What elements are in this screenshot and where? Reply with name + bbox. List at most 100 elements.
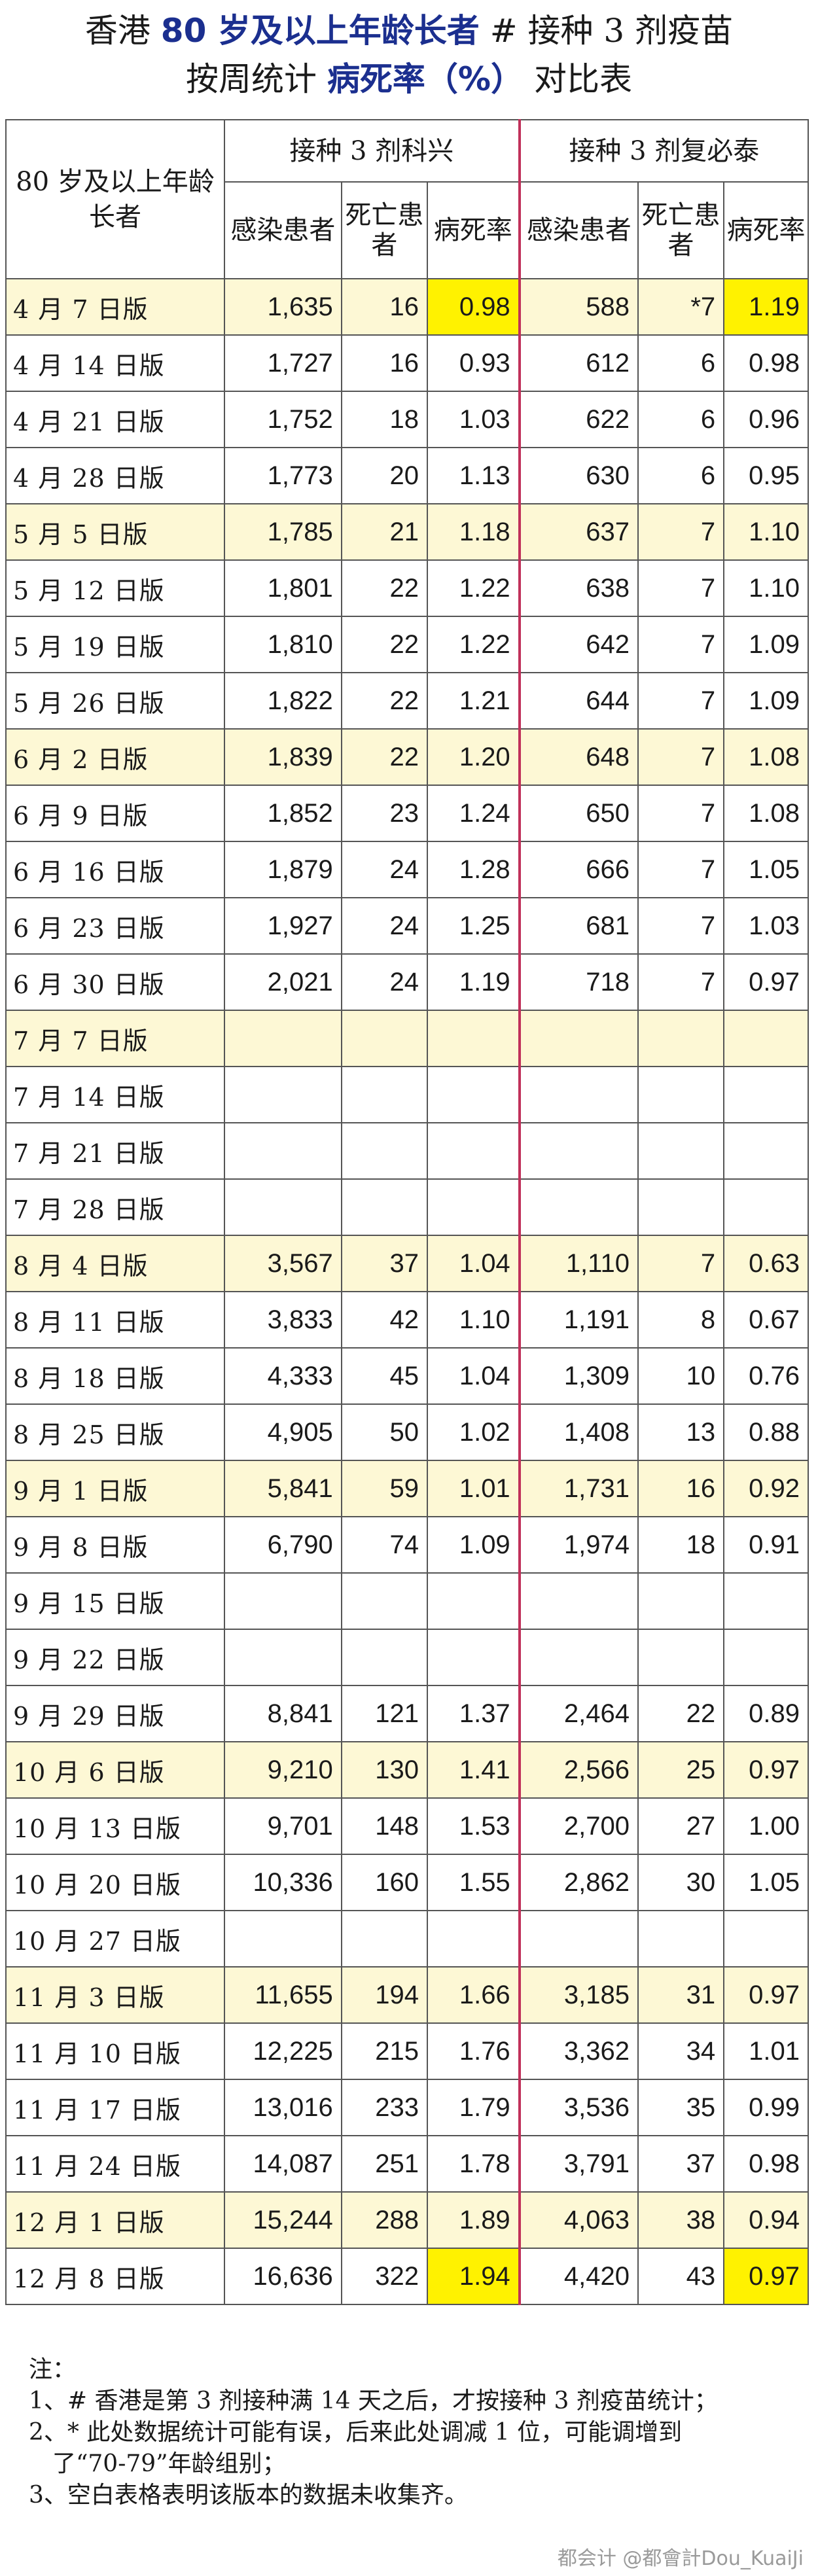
biontech-deaths-cell: [637, 1910, 725, 1967]
biontech-infected-cell: 1,408: [518, 1403, 639, 1461]
biontech-cfr-cell: [723, 1572, 809, 1630]
biontech-cfr-cell: 0.97: [723, 1966, 809, 2024]
biontech-deaths-cell: [637, 1010, 725, 1067]
biontech-cfr-cell: 0.98: [723, 334, 809, 392]
edition-date-cell: 12 月 1 日版: [5, 2191, 225, 2249]
sinovac-cfr-cell: 1.19: [426, 953, 520, 1011]
biontech-cfr-cell: 0.96: [723, 391, 809, 448]
table-row: 12 月 1 日版 15,244 288 1.89 4,063 38 0.94: [5, 2191, 809, 2249]
sinovac-deaths-cell: 16: [340, 334, 428, 392]
biontech-infected-cell: 1,110: [518, 1235, 639, 1292]
biontech-deaths-cell: 31: [637, 1966, 725, 2024]
sinovac-deaths-cell: 22: [340, 728, 428, 786]
biontech-cfr-cell: [723, 1122, 809, 1180]
biontech-infected-cell: 3,362: [518, 2022, 639, 2080]
note-2-continued: 了“70-79”年龄组别；: [52, 2450, 286, 2477]
biontech-cfr-cell: 0.95: [723, 447, 809, 504]
sinovac-infected-cell: [223, 1572, 342, 1630]
edition-date-cell: 8 月 25 日版: [5, 1403, 225, 1461]
biontech-cfr-cell: 0.89: [723, 1685, 809, 1742]
biontech-infected-cell: 2,566: [518, 1741, 639, 1799]
sinovac-deaths-cell: 148: [340, 1797, 428, 1855]
title-line-2: 按周统计 病死率（%） 对比表: [0, 63, 818, 96]
sinovac-cfr-cell: 1.20: [426, 728, 520, 786]
table-row: 9 月 1 日版 5,841 59 1.01 1,731 16 0.92: [5, 1460, 809, 1517]
biontech-cfr-cell: 1.10: [723, 503, 809, 561]
biontech-deaths-cell: 30: [637, 1854, 725, 1911]
edition-date-cell: 6 月 30 日版: [5, 953, 225, 1011]
biontech-infected-cell: 4,063: [518, 2191, 639, 2249]
sinovac-infected-cell: 1,839: [223, 728, 342, 786]
biontech-deaths-cell: *7: [637, 278, 725, 336]
edition-date-cell: 9 月 1 日版: [5, 1460, 225, 1517]
edition-date-cell: 11 月 17 日版: [5, 2079, 225, 2136]
sinovac-cfr-cell: [426, 1572, 520, 1630]
sinovac-infected-cell: 1,879: [223, 841, 342, 898]
sinovac-cfr-cell: [426, 1178, 520, 1236]
sinovac-infected-cell: 9,210: [223, 1741, 342, 1799]
biontech-cfr-header: 病死率: [723, 181, 809, 279]
sinovac-cfr-cell: 1.37: [426, 1685, 520, 1742]
edition-date-cell: 6 月 23 日版: [5, 897, 225, 955]
biontech-cfr-cell: 1.09: [723, 616, 809, 673]
sinovac-infected-cell: [223, 1066, 342, 1123]
biontech-deaths-cell: 16: [637, 1460, 725, 1517]
biontech-infected-cell: 3,185: [518, 1966, 639, 2024]
biontech-cfr-cell: 0.99: [723, 2079, 809, 2136]
edition-date-cell: 10 月 27 日版: [5, 1910, 225, 1967]
sinovac-deaths-cell: 74: [340, 1516, 428, 1574]
sinovac-infected-cell: 9,701: [223, 1797, 342, 1855]
table-row: 6 月 23 日版 1,927 24 1.25 681 7 1.03: [5, 897, 809, 955]
table-row: 10 月 20 日版 10,336 160 1.55 2,862 30 1.05: [5, 1854, 809, 1911]
biontech-cfr-cell: [723, 1629, 809, 1686]
sinovac-cfr-cell: 1.04: [426, 1235, 520, 1292]
biontech-deaths-cell: 7: [637, 616, 725, 673]
table-row: 9 月 8 日版 6,790 74 1.09 1,974 18 0.91: [5, 1516, 809, 1574]
sinovac-cfr-cell: 1.04: [426, 1347, 520, 1405]
note-1: 1、# 香港是第 3 剂接种满 14 天之后，才按接种 3 剂疫苗统计；: [29, 2387, 718, 2414]
biontech-deaths-cell: [637, 1066, 725, 1123]
table-row: 6 月 30 日版 2,021 24 1.19 718 7 0.97: [5, 953, 809, 1011]
title-highlight-age: 80 岁及以上年龄长者: [160, 12, 480, 50]
sinovac-deaths-cell: [340, 1178, 428, 1236]
sinovac-cfr-cell: 1.09: [426, 1516, 520, 1574]
edition-date-cell: 4 月 28 日版: [5, 447, 225, 504]
biontech-deaths-header: 死亡患者: [637, 181, 725, 279]
note-3: 3、空白表格表明该版本的数据未收集齐。: [29, 2481, 468, 2509]
sinovac-infected-cell: 1,801: [223, 559, 342, 617]
sinovac-deaths-cell: [340, 1010, 428, 1067]
sinovac-deaths-cell: 288: [340, 2191, 428, 2249]
sinovac-infected-cell: 13,016: [223, 2079, 342, 2136]
table-row: 8 月 11 日版 3,833 42 1.10 1,191 8 0.67: [5, 1291, 809, 1349]
biontech-infected-cell: 1,731: [518, 1460, 639, 1517]
sinovac-deaths-cell: 37: [340, 1235, 428, 1292]
biontech-cfr-cell: 1.05: [723, 841, 809, 898]
biontech-infected-header: 感染患者: [518, 181, 639, 279]
biontech-infected-cell: 1,191: [518, 1291, 639, 1349]
sinovac-cfr-cell: 1.79: [426, 2079, 520, 2136]
edition-date-cell: 5 月 5 日版: [5, 503, 225, 561]
biontech-cfr-cell: 0.92: [723, 1460, 809, 1517]
edition-date-cell: 5 月 26 日版: [5, 672, 225, 730]
table-row: 4 月 7 日版 1,635 16 0.98 588 *7 1.19: [5, 278, 809, 336]
biontech-deaths-cell: 37: [637, 2135, 725, 2193]
table-row: 4 月 28 日版 1,773 20 1.13 630 6 0.95: [5, 447, 809, 504]
title-line-1: 香港 80 岁及以上年龄长者 # 接种 3 剂疫苗: [0, 14, 818, 47]
biontech-infected-cell: 666: [518, 841, 639, 898]
sinovac-cfr-cell: 1.94: [426, 2248, 520, 2305]
biontech-infected-cell: 642: [518, 616, 639, 673]
sinovac-infected-cell: [223, 1122, 342, 1180]
biontech-infected-cell: [518, 1572, 639, 1630]
biontech-deaths-cell: 6: [637, 334, 725, 392]
biontech-infected-cell: [518, 1910, 639, 1967]
sinovac-deaths-cell: [340, 1629, 428, 1686]
edition-date-cell: 8 月 18 日版: [5, 1347, 225, 1405]
edition-date-cell: 9 月 29 日版: [5, 1685, 225, 1742]
sinovac-infected-cell: 1,752: [223, 391, 342, 448]
sinovac-deaths-cell: 215: [340, 2022, 428, 2080]
table-row: 8 月 18 日版 4,333 45 1.04 1,309 10 0.76: [5, 1347, 809, 1405]
biontech-deaths-cell: [637, 1178, 725, 1236]
sinovac-deaths-cell: 21: [340, 503, 428, 561]
sinovac-cfr-cell: [426, 1122, 520, 1180]
sinovac-deaths-cell: [340, 1572, 428, 1630]
